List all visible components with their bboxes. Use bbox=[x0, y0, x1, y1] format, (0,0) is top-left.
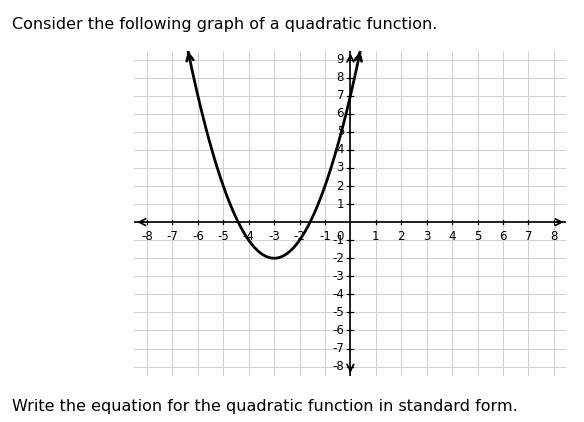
Text: 4: 4 bbox=[336, 143, 344, 157]
Text: -6: -6 bbox=[192, 230, 204, 243]
Text: 5: 5 bbox=[336, 125, 344, 138]
Text: -8: -8 bbox=[332, 360, 344, 373]
Text: 6: 6 bbox=[336, 107, 344, 120]
Text: 0: 0 bbox=[336, 230, 344, 243]
Text: 8: 8 bbox=[550, 230, 558, 243]
Text: -3: -3 bbox=[332, 270, 344, 283]
Text: -3: -3 bbox=[268, 230, 280, 243]
Text: Consider the following graph of a quadratic function.: Consider the following graph of a quadra… bbox=[12, 17, 437, 32]
Text: Write the equation for the quadratic function in standard form.: Write the equation for the quadratic fun… bbox=[12, 398, 517, 414]
Text: 7: 7 bbox=[336, 89, 344, 102]
Text: 7: 7 bbox=[524, 230, 532, 243]
Text: -1: -1 bbox=[319, 230, 331, 243]
Text: -2: -2 bbox=[294, 230, 305, 243]
Text: 1: 1 bbox=[372, 230, 380, 243]
Text: -8: -8 bbox=[141, 230, 153, 243]
Text: 8: 8 bbox=[336, 71, 344, 84]
Text: -7: -7 bbox=[166, 230, 178, 243]
Text: 6: 6 bbox=[499, 230, 507, 243]
Text: 2: 2 bbox=[398, 230, 405, 243]
Text: -6: -6 bbox=[332, 324, 344, 337]
Text: -1: -1 bbox=[332, 234, 344, 247]
Text: 9: 9 bbox=[336, 53, 344, 66]
Text: -7: -7 bbox=[332, 342, 344, 355]
Text: -2: -2 bbox=[332, 252, 344, 265]
Text: 3: 3 bbox=[423, 230, 430, 243]
Text: -5: -5 bbox=[217, 230, 229, 243]
Text: 2: 2 bbox=[336, 179, 344, 192]
Text: 5: 5 bbox=[474, 230, 481, 243]
Text: -4: -4 bbox=[332, 288, 344, 301]
Text: 3: 3 bbox=[336, 162, 344, 174]
Text: -5: -5 bbox=[332, 306, 344, 319]
Text: 4: 4 bbox=[449, 230, 456, 243]
Text: -4: -4 bbox=[243, 230, 255, 243]
Text: 1: 1 bbox=[336, 197, 344, 211]
